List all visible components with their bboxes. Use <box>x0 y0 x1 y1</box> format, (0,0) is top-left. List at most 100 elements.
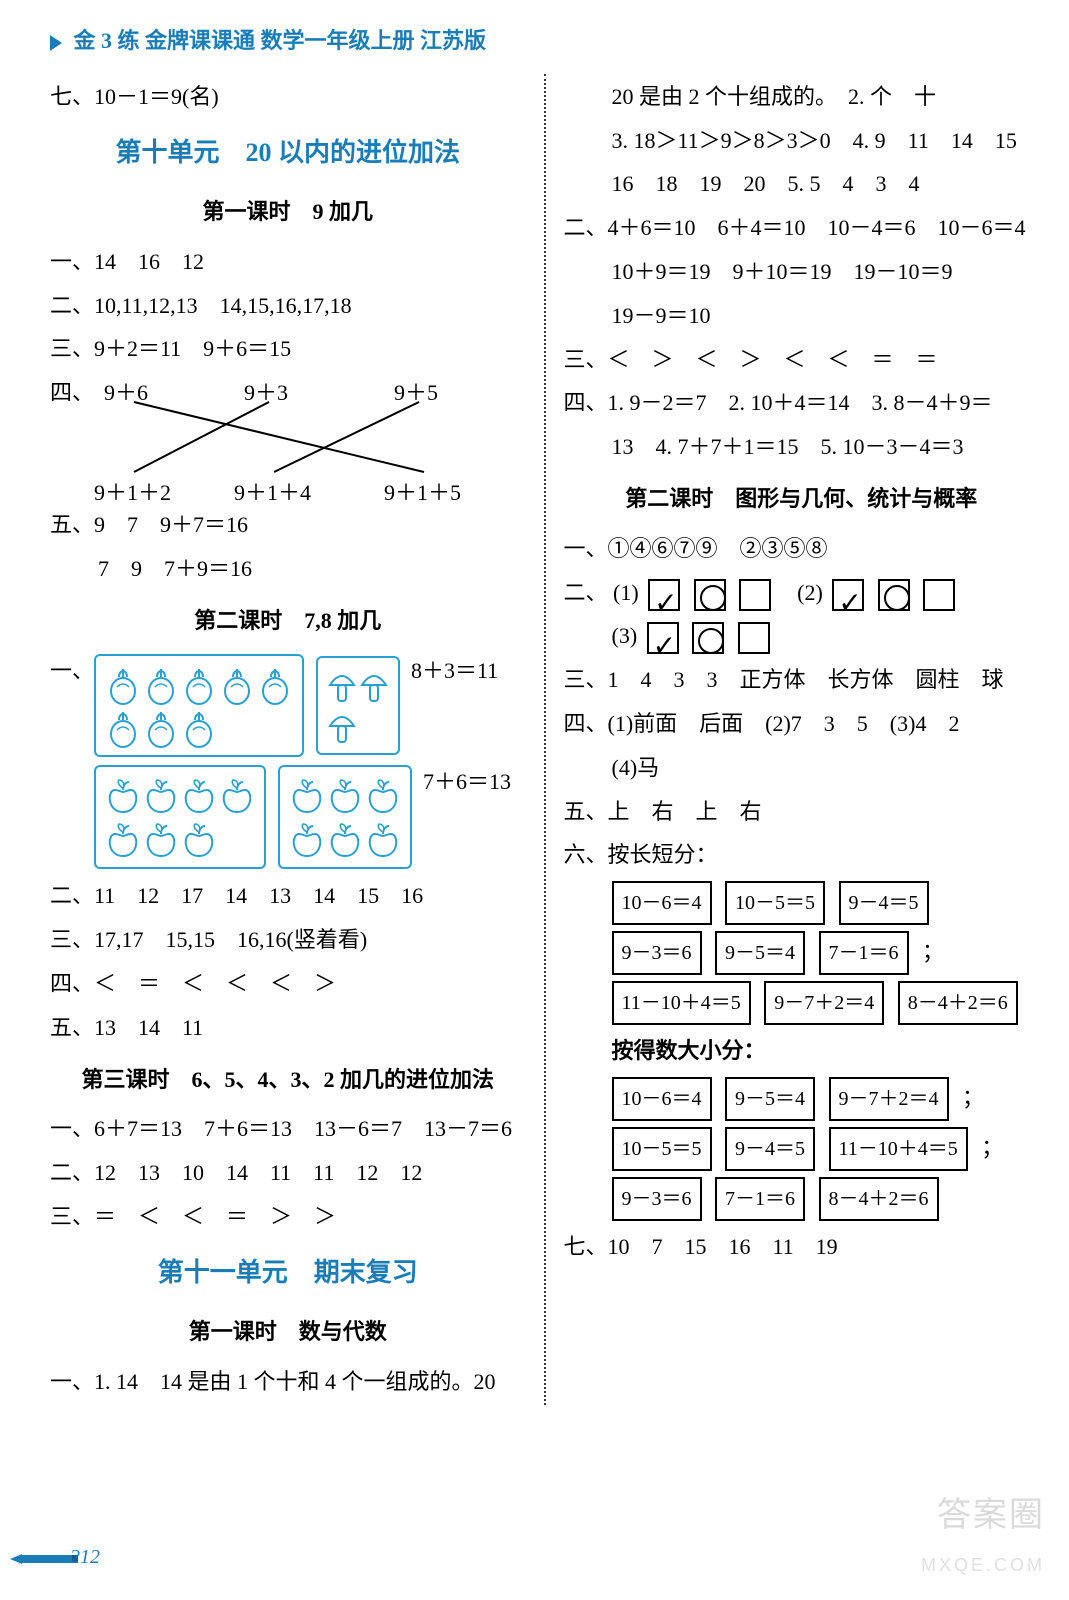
watermark-line-2: MXQE.COM <box>921 1548 1045 1582</box>
equation-group: 10－6＝4 10－5＝5 9－4＝5 <box>564 878 1040 928</box>
subpart-label: (1) <box>613 580 639 605</box>
header-title: 金 3 练 金牌课课通 数学一年级上册 江苏版 <box>74 28 487 53</box>
answer-line: 19－9＝10 <box>564 295 1040 337</box>
unit-10-title: 第十单元 20 以内的进位加法 <box>50 128 526 177</box>
answer-line: 四、1. 9－2＝7 2. 10＋4＝14 3. 8－4＋9＝ <box>564 382 1040 424</box>
empty-box-icon <box>739 579 771 611</box>
equation-group: 10－5＝5 9－4＝5 11－10＋4＝5 ； <box>564 1124 1040 1174</box>
boxed-equation: 9－4＝5 <box>839 881 929 925</box>
lesson-1-title: 第一课时 9 加几 <box>50 191 526 233</box>
answer-line: 五、13 14 11 <box>50 1007 526 1049</box>
boxed-equation: 7－1＝6 <box>819 931 909 975</box>
circle-box-icon <box>694 579 726 611</box>
answer-line: 二、 (1) (2) <box>564 572 1040 614</box>
answer-line: 三、9＋2＝11 9＋6＝15 <box>50 328 526 370</box>
answer-line: 二、11 12 17 14 13 14 15 16 <box>50 875 526 917</box>
subpart-label: (2) <box>797 580 823 605</box>
boxed-equation: 7－1＝6 <box>715 1177 805 1221</box>
answer-line: 20 是由 2 个十组成的。 2. 个 十 <box>564 76 1040 118</box>
unit-11-lesson-1-title: 第一课时 数与代数 <box>50 1311 526 1353</box>
answer-line: (4)马 <box>564 747 1040 789</box>
answer-line: 16 18 19 20 5. 5 4 3 4 <box>564 163 1040 205</box>
boxed-equation: 9－7＋2＝4 <box>829 1077 949 1121</box>
answer-line: 一、14 16 12 <box>50 241 526 283</box>
right-lesson-2-title: 第二课时 图形与几何、统计与概率 <box>564 478 1040 520</box>
apple-box-2 <box>278 765 412 869</box>
lesson-2-title: 第二课时 7,8 加几 <box>50 600 526 642</box>
answer-line: 一、6＋7＝13 7＋6＝13 13－6＝7 13－7＝6 <box>50 1108 526 1150</box>
page-number: 212 <box>70 1538 100 1576</box>
group-suffix: ； <box>922 939 944 964</box>
boxed-equation: 9－7＋2＝4 <box>764 981 884 1025</box>
page-header: 金 3 练 金牌课课通 数学一年级上册 江苏版 <box>50 20 1039 62</box>
equation-group: 9－3＝6 9－5＝4 7－1＝6 ； <box>564 928 1040 978</box>
answer-line: 四、(1)前面 后面 (2)7 3 5 (3)4 2 <box>564 703 1040 745</box>
boxed-equation: 9－4＝5 <box>725 1127 815 1171</box>
column-divider <box>544 74 546 1405</box>
left-column: 七、10－1＝9(名) 第十单元 20 以内的进位加法 第一课时 9 加几 一、… <box>50 74 526 1405</box>
answer-line: 七、10－1＝9(名) <box>50 76 526 118</box>
vegetable-box-2 <box>316 656 400 756</box>
answer-line: 五、上 右 上 右 <box>564 791 1040 833</box>
answer-line: 一、1. 14 14 是由 1 个十和 4 个一组成的。20 <box>50 1361 526 1403</box>
answer-line: (3) <box>564 615 1040 657</box>
answer-line: 7 9 7＋9＝16 <box>50 548 526 590</box>
cross-bot-3: 9＋1＋5 <box>384 472 461 514</box>
boxed-equation: 9－5＝4 <box>715 931 805 975</box>
answer-line: 三、1 4 3 3 正方体 长方体 圆柱 球 <box>564 659 1040 701</box>
equation-text: 7＋6＝13 <box>423 769 511 794</box>
equation-group: 11－10＋4＝5 9－7＋2＝4 8－4＋2＝6 <box>564 978 1040 1028</box>
cross-bot-2: 9＋1＋4 <box>234 472 311 514</box>
two-column-layout: 七、10－1＝9(名) 第十单元 20 以内的进位加法 第一课时 9 加几 一、… <box>50 74 1039 1405</box>
answer-line: 三、＜ ＞ ＜ ＞ ＜ ＜ ＝ ＝ <box>564 339 1040 381</box>
answer-line: 3. 18＞11＞9＞8＞3＞0 4. 9 11 14 15 <box>564 120 1040 162</box>
answer-line: 二、12 13 10 14 11 11 12 12 <box>50 1152 526 1194</box>
answer-line: 按得数大小分： <box>564 1030 1040 1072</box>
boxed-equation: 9－5＝4 <box>725 1077 815 1121</box>
group-suffix: ； <box>962 1085 984 1110</box>
question-label: 四、 <box>50 372 94 414</box>
boxed-equation: 9－3＝6 <box>612 1177 702 1221</box>
apple-box-1 <box>94 765 266 869</box>
answer-line: 六、按长短分： <box>564 834 1040 876</box>
empty-box-icon <box>738 622 770 654</box>
answer-line: 二、4＋6＝10 6＋4＝10 10－4＝6 10－6＝4 <box>564 207 1040 249</box>
boxed-equation: 8－4＋2＝6 <box>898 981 1018 1025</box>
check-box-icon <box>648 579 680 611</box>
check-box-icon <box>832 579 864 611</box>
answer-line: 10＋9＝19 9＋10＝19 19－10＝9 <box>564 251 1040 293</box>
watermark-line-1: 答案圈 <box>921 1483 1045 1548</box>
circle-box-icon <box>878 579 910 611</box>
circle-box-icon <box>692 622 724 654</box>
boxed-equation: 9－3＝6 <box>612 931 702 975</box>
answer-line: 三、17,17 15,15 16,16(竖着看) <box>50 919 526 961</box>
vegetable-box-1 <box>94 654 304 758</box>
equation-group: 9－3＝6 7－1＝6 8－4＋2＝6 <box>564 1174 1040 1224</box>
unit-11-title: 第十一单元 期末复习 <box>50 1248 526 1297</box>
boxed-equation: 10－5＝5 <box>612 1127 712 1171</box>
answer-line: 三、＝ ＜ ＜ ＝ ＞ ＞ <box>50 1196 526 1238</box>
equation-group: 10－6＝4 9－5＝4 9－7＋2＝4 ； <box>564 1074 1040 1124</box>
empty-box-icon <box>923 579 955 611</box>
question-label: 二、 <box>564 580 608 605</box>
answer-line: 13 4. 7＋7＋1＝15 5. 10－3－4＝3 <box>564 426 1040 468</box>
picture-row: 8＋3＝11 <box>94 650 526 762</box>
boxed-equation: 11－10＋4＝5 <box>829 1127 968 1171</box>
question-label: 一、 <box>50 650 94 692</box>
matching-diagram: 9＋6 9＋3 9＋5 9＋1＋2 9＋1＋4 9＋1＋5 <box>94 372 526 502</box>
lesson-3-title: 第三课时 6、5、4、3、2 加几的进位加法 <box>50 1059 526 1101</box>
answer-line: 七、10 7 15 16 11 19 <box>564 1226 1040 1268</box>
boxed-equation: 8－4＋2＝6 <box>819 1177 939 1221</box>
watermark: 答案圈 MXQE.COM <box>921 1483 1045 1582</box>
cross-bot-1: 9＋1＋2 <box>94 472 171 514</box>
picture-row: 7＋6＝13 <box>94 761 526 873</box>
boxed-equation: 10－6＝4 <box>612 1077 712 1121</box>
right-column: 20 是由 2 个十组成的。 2. 个 十 3. 18＞11＞9＞8＞3＞0 4… <box>564 74 1040 1405</box>
subpart-label: (3) <box>612 623 638 648</box>
answer-line: 四、＜ ＝ ＜ ＜ ＜ ＞ <box>50 963 526 1005</box>
boxed-equation: 11－10＋4＝5 <box>612 981 751 1025</box>
check-box-icon <box>647 622 679 654</box>
group-suffix: ； <box>981 1135 1003 1160</box>
header-arrow-icon <box>50 35 62 51</box>
equation-text: 8＋3＝11 <box>411 658 498 683</box>
